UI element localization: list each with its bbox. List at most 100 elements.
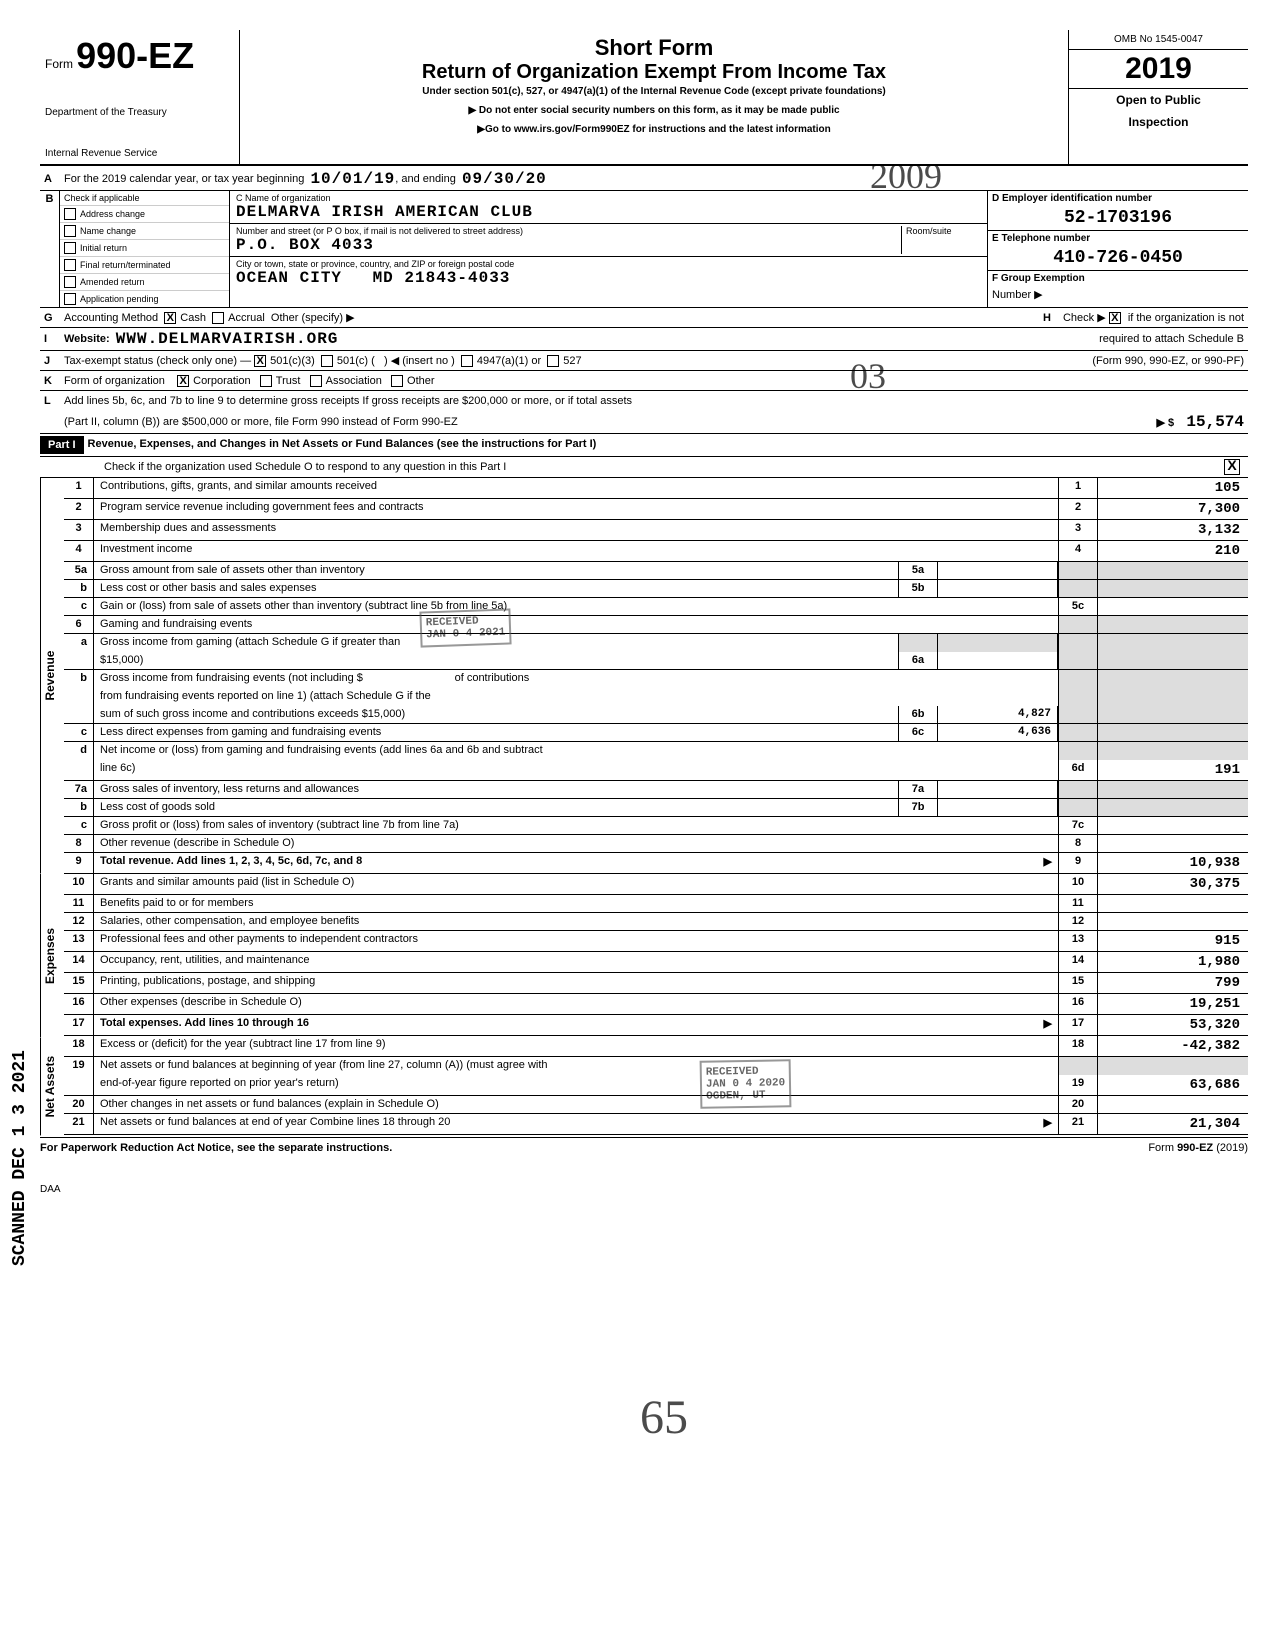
corp-label: Corporation [193, 375, 250, 387]
line-19-1: 19 Net assets or fund balances at beginn… [64, 1057, 1248, 1075]
assoc-checkbox[interactable] [310, 375, 322, 387]
subtitle: Under section 501(c), 527, or 4947(a)(1)… [250, 86, 1058, 97]
other-org-checkbox[interactable] [391, 375, 403, 387]
trust-checkbox[interactable] [260, 375, 272, 387]
check-address[interactable]: Address change [60, 206, 229, 223]
letter-b: B [40, 191, 60, 307]
check-header: Check if applicable [60, 191, 229, 206]
lines-container: 1 Contributions, gifts, grants, and simi… [64, 478, 1248, 1135]
instruction-2: ▶Go to www.irs.gov/Form990EZ for instruc… [250, 124, 1058, 135]
form-number: 990-EZ [76, 35, 194, 76]
part1-title: Revenue, Expenses, and Changes in Net As… [84, 436, 601, 454]
527-label: 527 [563, 355, 581, 367]
paperwork-notice: For Paperwork Reduction Act Notice, see … [40, 1142, 392, 1154]
line-21-value: 21,304 [1098, 1114, 1248, 1134]
street-label: Number and street (or P O box, if mail i… [236, 226, 901, 236]
state-zip: MD 21843-4033 [373, 269, 511, 287]
line-18: 18 Excess or (deficit) for the year (sub… [64, 1036, 1248, 1057]
corp-checkbox[interactable]: X [177, 375, 189, 387]
line-g-h: G Accounting Method X Cash Accrual Other… [40, 308, 1248, 328]
line-6d-2: line 6c) 6d 191 [64, 760, 1248, 781]
city-value: OCEAN CITY [236, 269, 342, 287]
short-form-title: Short Form [250, 35, 1058, 61]
line-19-2: end-of-year figure reported on prior yea… [64, 1075, 1248, 1096]
assoc-label: Association [326, 375, 382, 387]
schedule-b-checkbox[interactable]: X [1109, 312, 1121, 324]
side-labels: Revenue Expenses Net Assets [40, 478, 64, 1135]
line-6d-1: d Net income or (loss) from gaming and f… [64, 742, 1248, 760]
return-title: Return of Organization Exempt From Incom… [250, 61, 1058, 84]
street-value: P.O. BOX 4033 [236, 236, 901, 254]
501c3-checkbox[interactable]: X [254, 355, 266, 367]
line-5a: 5a Gross amount from sale of assets othe… [64, 562, 1248, 580]
other-org-label: Other [407, 375, 435, 387]
line-l2: (Part II, column (B)) are $500,000 or mo… [40, 411, 1248, 434]
check-amended[interactable]: Amended return [60, 274, 229, 291]
4947-checkbox[interactable] [461, 355, 473, 367]
line-6c: c Less direct expenses from gaming and f… [64, 724, 1248, 742]
schedule-o-text: Check if the organization used Schedule … [104, 461, 506, 473]
501c-checkbox[interactable] [321, 355, 333, 367]
org-info: C Name of organization DELMARVA IRISH AM… [230, 191, 988, 307]
line-1: 1 Contributions, gifts, grants, and simi… [64, 478, 1248, 499]
letter-j: J [44, 355, 64, 367]
line-20: 20 Other changes in net assets or fund b… [64, 1096, 1248, 1114]
revenue-label: Revenue [40, 478, 64, 874]
line-a-text: For the 2019 calendar year, or tax year … [64, 173, 304, 185]
other-label: Other (specify) ▶ [271, 311, 355, 324]
handwriting-65: 65 [640, 1390, 688, 1445]
inspection-label: Inspection [1069, 111, 1248, 133]
accounting-label: Accounting Method [64, 312, 158, 324]
line-10: 10 Grants and similar amounts paid (list… [64, 874, 1248, 895]
line-l1: L Add lines 5b, 6c, and 7b to line 9 to … [40, 391, 1248, 411]
org-name: DELMARVA IRISH AMERICAN CLUB [236, 203, 981, 221]
letter-l: L [44, 395, 64, 407]
check-initial[interactable]: Initial return [60, 240, 229, 257]
scanned-stamp: SCANNED DEC 1 3 2021 [10, 1050, 30, 1266]
check-final[interactable]: Final return/terminated [60, 257, 229, 274]
phone-value: 410-726-0450 [988, 246, 1248, 270]
501c-label: 501(c) ( [337, 355, 375, 367]
line-13: 13 Professional fees and other payments … [64, 931, 1248, 952]
line-6: 6 Gaming and fundraising events [64, 616, 1248, 634]
line-4: 4 Investment income 4 210 [64, 541, 1248, 562]
501c-label2: ) ◀ (insert no ) [384, 354, 455, 367]
accrual-checkbox[interactable] [212, 312, 224, 324]
gross-receipts: 15,574 [1186, 413, 1244, 431]
website-value: WWW.DELMARVAIRISH.ORG [116, 330, 339, 348]
form-prefix: Form [45, 57, 73, 71]
line-a: A For the 2019 calendar year, or tax yea… [40, 168, 1248, 191]
form-right-box: OMB No 1545-0047 2019 Open to Public Ins… [1068, 30, 1248, 164]
line-6b-1: b Gross income from fundraising events (… [64, 670, 1248, 688]
city-label: City or town, state or province, country… [236, 259, 981, 269]
check-if-applicable: Check if applicable Address change Name … [60, 191, 230, 307]
line-6b-value: 4,827 [938, 706, 1058, 723]
line-i: I Website: WWW.DELMARVAIRISH.ORG require… [40, 328, 1248, 351]
accrual-label: Accrual [228, 312, 265, 324]
tax-exempt-label: Tax-exempt status (check only one) — [64, 355, 251, 367]
city-row: City or town, state or province, country… [230, 257, 987, 289]
instruction-1: ▶ Do not enter social security numbers o… [250, 105, 1058, 116]
group-exempt-box: F Group Exemption Number ▶ [988, 271, 1248, 303]
open-to-public: Open to Public [1069, 89, 1248, 111]
line-11: 11 Benefits paid to or for members 11 [64, 895, 1248, 913]
schedule-o-checkbox[interactable]: X [1224, 459, 1240, 475]
line-14-value: 1,980 [1098, 952, 1248, 972]
daa-label: DAA [40, 1184, 1248, 1195]
line-16-value: 19,251 [1098, 994, 1248, 1014]
527-checkbox[interactable] [547, 355, 559, 367]
cash-checkbox[interactable]: X [164, 312, 176, 324]
check-pending[interactable]: Application pending [60, 291, 229, 307]
line-2: 2 Program service revenue including gove… [64, 499, 1248, 520]
h-text2: if the organization is not [1128, 312, 1244, 324]
check-name[interactable]: Name change [60, 223, 229, 240]
dept-treasury: Department of the Treasury [45, 107, 234, 118]
line-3: 3 Membership dues and assessments 3 3,13… [64, 520, 1248, 541]
netassets-label: Net Assets [40, 1037, 64, 1135]
tax-year: 2019 [1069, 50, 1248, 89]
form-header: Form 990-EZ Department of the Treasury I… [40, 30, 1248, 166]
line-12: 12 Salaries, other compensation, and emp… [64, 913, 1248, 931]
line-6b-2: from fundraising events reported on line… [64, 688, 1248, 706]
cash-label: Cash [180, 312, 206, 324]
room-label: Room/suite [906, 226, 981, 236]
